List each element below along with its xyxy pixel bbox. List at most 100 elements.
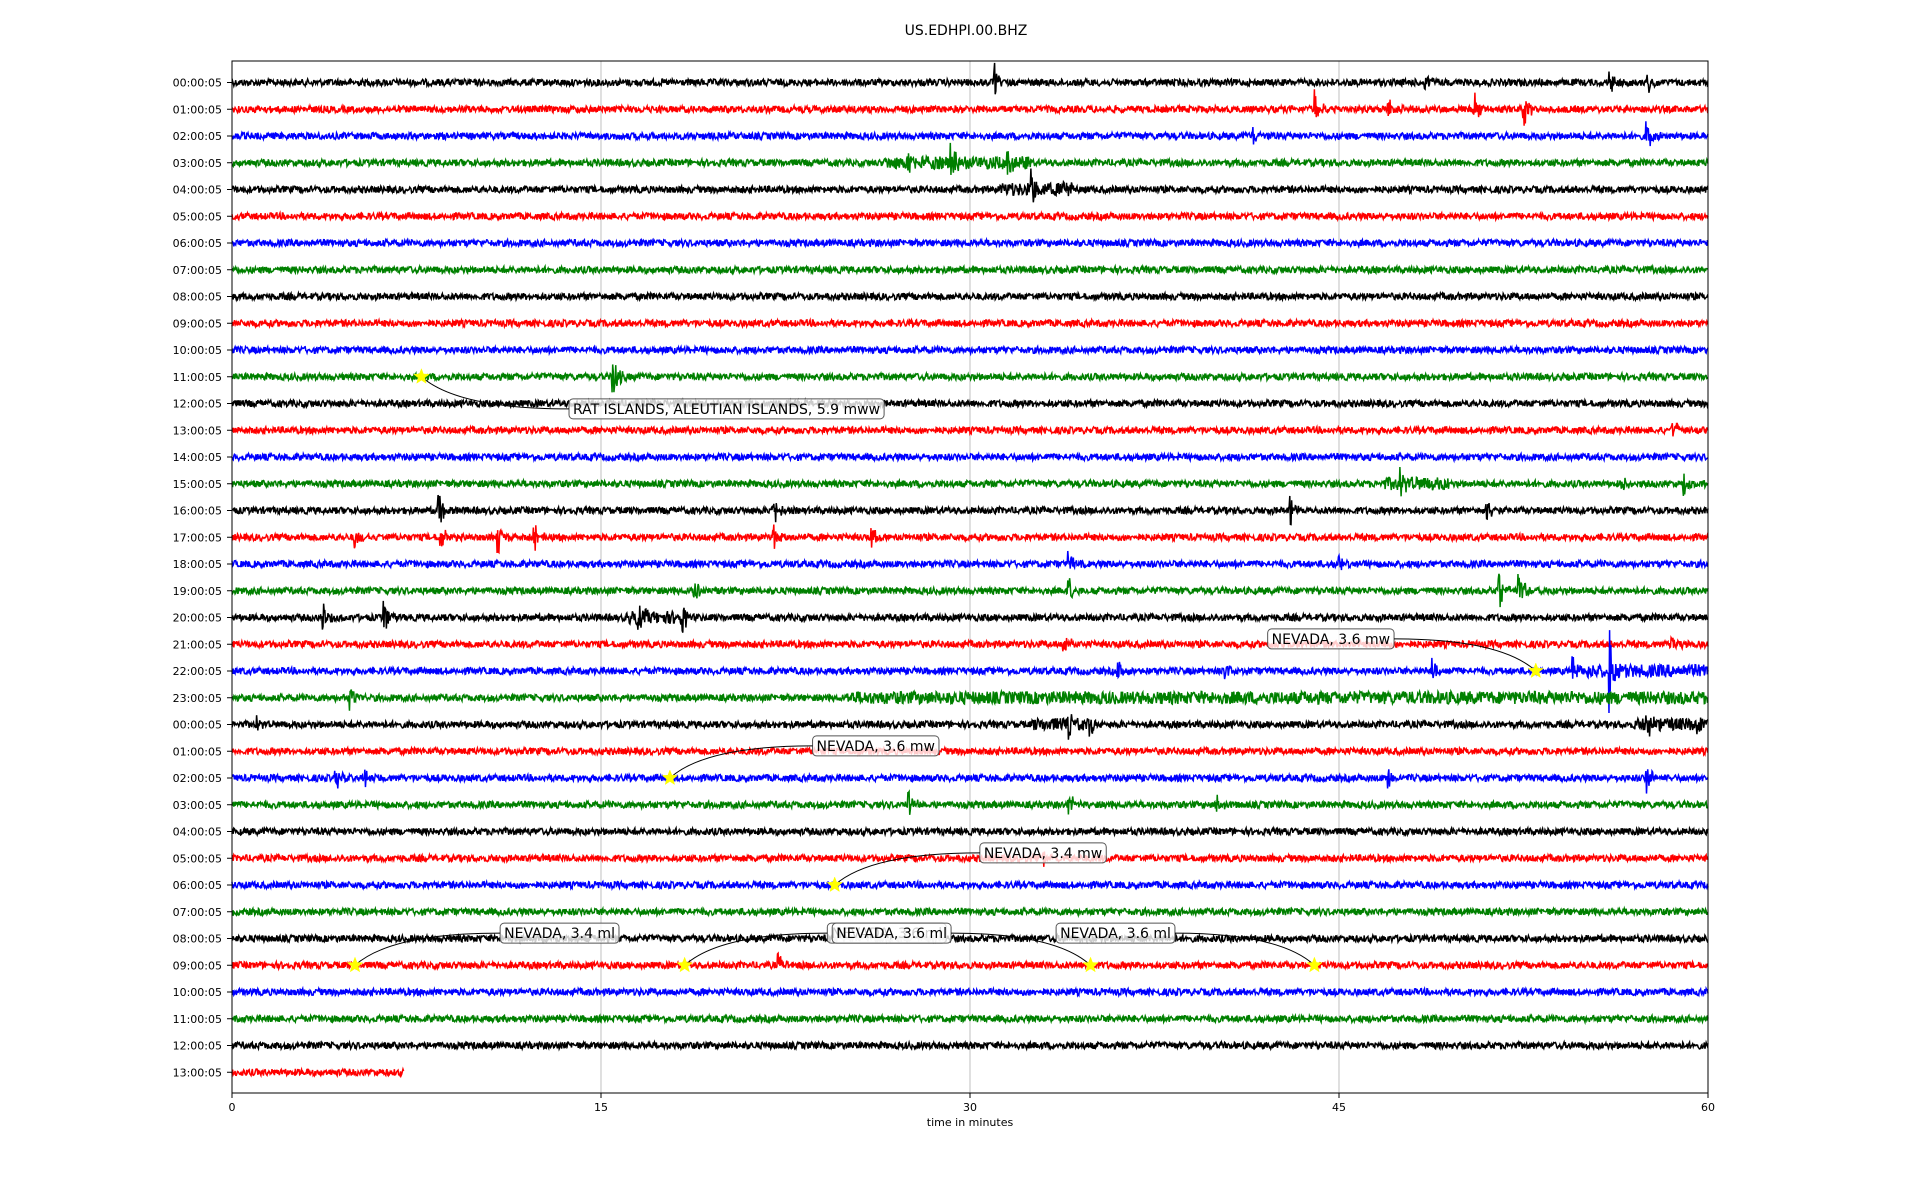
- x-tick-label: 60: [1701, 1101, 1715, 1114]
- y-tick-label: 18:00:05: [173, 558, 222, 571]
- event-label: NEVADA, 3.6 mw: [817, 739, 935, 755]
- y-tick-label: 17:00:05: [173, 531, 222, 544]
- event-annotations: RAT ISLANDS, ALEUTIAN ISLANDS, 5.9 mww NE…: [346, 368, 1545, 973]
- event-star-marker: [826, 876, 843, 893]
- event-connector: [951, 932, 1091, 966]
- x-tick-label: 0: [229, 1101, 236, 1114]
- seismic-trace: [231, 317, 1709, 330]
- y-tick-label: 01:00:05: [173, 745, 222, 758]
- y-tick-label: 09:00:05: [173, 317, 222, 330]
- seismic-trace: [231, 768, 1709, 794]
- event-annotation: NEVADA, 3.6 ml: [831, 922, 1099, 973]
- y-tick-label: 07:00:05: [173, 264, 222, 277]
- seismic-trace: [231, 789, 1709, 815]
- y-tick-label: 08:00:05: [173, 291, 222, 304]
- y-tick-label: 00:00:05: [173, 77, 222, 90]
- event-star-marker: [346, 956, 364, 973]
- y-tick-label: 00:00:05: [173, 719, 222, 732]
- seismic-trace: [231, 290, 1709, 303]
- event-connector: [1394, 638, 1537, 672]
- seismic-trace: [231, 985, 1709, 999]
- seismic-trace: [231, 397, 1709, 410]
- y-tick-labels: 00:00:05 01:00:05 02:00:05 03:00:05 04:00:05…: [173, 77, 232, 1079]
- event-label: NEVADA, 3.6 ml: [836, 926, 947, 942]
- event-connector: [669, 745, 813, 779]
- seismic-trace: [231, 364, 1709, 393]
- y-tick-label: 10:00:05: [173, 344, 222, 357]
- seismic-trace: [231, 1039, 1709, 1052]
- event-star-marker: [1082, 956, 1099, 973]
- event-annotation: NEVADA, 3.6 ml: [1055, 922, 1323, 973]
- y-tick-label: 06:00:05: [173, 879, 222, 892]
- seismic-trace: [231, 422, 1709, 437]
- x-tick-label: 15: [594, 1101, 608, 1114]
- seismic-trace: [231, 450, 1709, 464]
- seismic-trace: [231, 62, 1709, 95]
- seismic-trace: [231, 1066, 405, 1079]
- y-tick-label: 01:00:05: [173, 103, 222, 116]
- event-connector: [834, 852, 980, 886]
- y-tick-label: 14:00:05: [173, 451, 222, 464]
- seismic-trace: [231, 630, 1709, 714]
- event-star-marker: [413, 368, 430, 384]
- y-tick-label: 08:00:05: [173, 933, 222, 946]
- seismic-trace: [231, 1012, 1709, 1026]
- y-tick-label: 15:00:05: [173, 478, 222, 491]
- y-tick-label: 13:00:05: [173, 1066, 222, 1079]
- seismic-trace: [231, 573, 1709, 608]
- seismic-trace: [231, 263, 1709, 276]
- y-tick-label: 16:00:05: [173, 505, 222, 518]
- seismic-trace: [231, 343, 1709, 357]
- event-annotation: NEVADA, 3.6 mw: [1267, 628, 1545, 679]
- y-tick-label: 05:00:05: [173, 852, 222, 865]
- event-star-marker: [1306, 956, 1323, 973]
- event-label: NEVADA, 3.6 mw: [1272, 632, 1390, 648]
- plot-frame: [231, 60, 1709, 1094]
- y-tick-label: 06:00:05: [173, 237, 222, 250]
- seismic-trace: [231, 851, 1709, 867]
- grid-layer: [600, 61, 1340, 1093]
- seismic-trace: [231, 121, 1709, 147]
- y-tick-label: 11:00:05: [173, 1013, 222, 1026]
- x-axis-label: time in minutes: [927, 1116, 1014, 1129]
- seismic-trace: [231, 494, 1709, 526]
- seismic-trace: [231, 550, 1709, 571]
- seismic-trace: [231, 168, 1709, 203]
- seismic-trace: [231, 745, 1709, 758]
- event-connector: [354, 932, 501, 966]
- seismic-trace: [231, 951, 1709, 972]
- seismic-trace: [231, 600, 1709, 633]
- y-tick-label: 02:00:05: [173, 130, 222, 143]
- event-label: NEVADA, 3.4 ml: [504, 926, 615, 942]
- seismic-trace: [231, 932, 1709, 945]
- y-tick-label: 07:00:05: [173, 906, 222, 919]
- event-annotation: NEVADA, 3.6 mw: [661, 735, 940, 786]
- seismic-trace: [231, 142, 1709, 175]
- event-connector: [421, 376, 570, 410]
- event-annotation: RAT ISLANDS, ALEUTIAN ISLANDS, 5.9 mww: [413, 368, 885, 420]
- event-label: NEVADA, 3.4 mw: [984, 846, 1102, 862]
- y-tick-label: 10:00:05: [173, 986, 222, 999]
- seismic-trace: [231, 467, 1709, 497]
- y-tick-label: 02:00:05: [173, 772, 222, 785]
- y-tick-label: 12:00:05: [173, 398, 222, 411]
- event-star-marker: [661, 769, 679, 786]
- y-tick-label: 23:00:05: [173, 692, 222, 705]
- event-annotation: NEVADA, 3.4 ml: [346, 922, 620, 973]
- event-label: RAT ISLANDS, ALEUTIAN ISLANDS, 5.9 mww: [573, 402, 880, 418]
- chart-title: US.EDHPI.00.BHZ: [905, 23, 1028, 39]
- event-star-marker: [1527, 662, 1545, 679]
- x-axis: 0 15 30 45 60: [229, 1093, 1715, 1114]
- y-tick-label: 03:00:05: [173, 157, 222, 170]
- seismic-trace: [231, 905, 1709, 919]
- y-tick-label: 19:00:05: [173, 585, 222, 598]
- seismic-trace: [231, 524, 1709, 555]
- y-tick-label: 21:00:05: [173, 638, 222, 651]
- y-tick-label: 22:00:05: [173, 665, 222, 678]
- seismic-trace: [231, 89, 1709, 126]
- y-tick-label: 04:00:05: [173, 184, 222, 197]
- seismic-trace: [231, 210, 1709, 223]
- x-tick-label: 30: [963, 1101, 977, 1114]
- y-tick-label: 05:00:05: [173, 210, 222, 223]
